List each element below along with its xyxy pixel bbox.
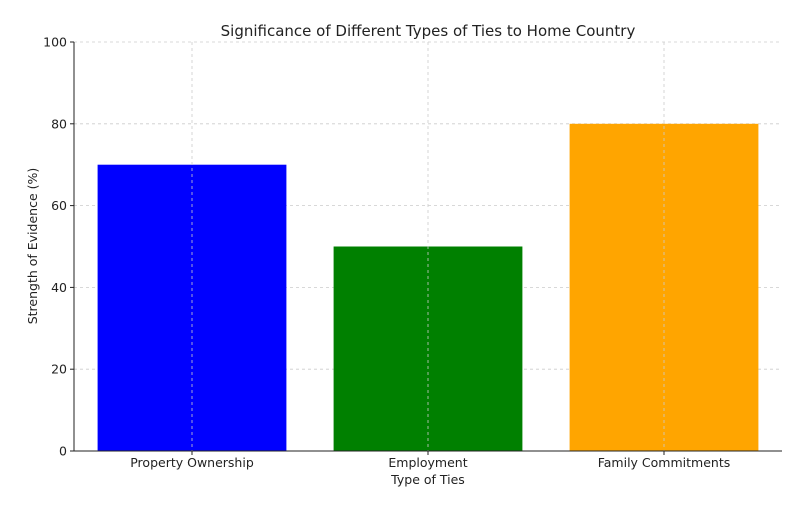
bar-family-commitments [569, 123, 759, 452]
y-tick-label: 40 [51, 280, 67, 295]
x-tick-label: Employment [388, 455, 467, 470]
y-tick-label: 100 [43, 35, 67, 50]
x-tick-label: Property Ownership [130, 455, 254, 470]
y-axis-label: Strength of Evidence (%) [25, 168, 40, 325]
x-axis-label: Type of Ties [390, 472, 465, 487]
y-tick-label: 0 [59, 444, 67, 459]
y-tick-label: 60 [51, 198, 67, 213]
vertical-grid-lines [191, 42, 665, 451]
axes: 0 20 40 60 80 100 Property Ownership Employment… [43, 35, 782, 470]
chart-title: Significance of Different Types of Ties … [221, 22, 636, 40]
x-tick-label: Family Commitments [598, 455, 731, 470]
bars [97, 123, 759, 452]
y-tick-label: 80 [51, 116, 67, 131]
y-tick-label: 20 [51, 362, 67, 377]
